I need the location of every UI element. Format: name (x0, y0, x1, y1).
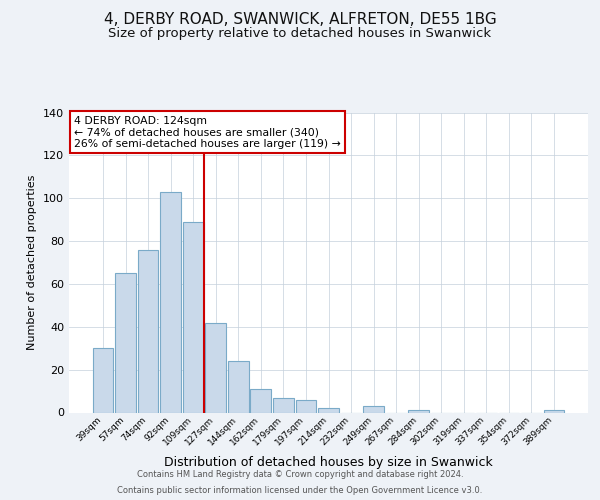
X-axis label: Distribution of detached houses by size in Swanwick: Distribution of detached houses by size … (164, 456, 493, 468)
Bar (137, 250, 158, 412)
Bar (228, 361, 248, 412)
Y-axis label: Number of detached properties: Number of detached properties (28, 175, 37, 350)
Bar (318, 408, 339, 412)
Bar (160, 192, 181, 412)
Text: Contains public sector information licensed under the Open Government Licence v3: Contains public sector information licen… (118, 486, 482, 495)
Bar (544, 410, 565, 412)
Bar (205, 322, 226, 412)
Bar (409, 410, 429, 412)
Bar (115, 273, 136, 412)
Text: 4, DERBY ROAD, SWANWICK, ALFRETON, DE55 1BG: 4, DERBY ROAD, SWANWICK, ALFRETON, DE55 … (104, 12, 496, 28)
Bar (363, 406, 384, 412)
Text: 4 DERBY ROAD: 124sqm
← 74% of detached houses are smaller (340)
26% of semi-deta: 4 DERBY ROAD: 124sqm ← 74% of detached h… (74, 116, 341, 148)
Bar (92, 348, 113, 412)
Bar (273, 398, 294, 412)
Text: Size of property relative to detached houses in Swanwick: Size of property relative to detached ho… (109, 28, 491, 40)
Text: Contains HM Land Registry data © Crown copyright and database right 2024.: Contains HM Land Registry data © Crown c… (137, 470, 463, 479)
Bar (296, 400, 316, 412)
Bar (250, 389, 271, 412)
Bar (183, 222, 203, 412)
